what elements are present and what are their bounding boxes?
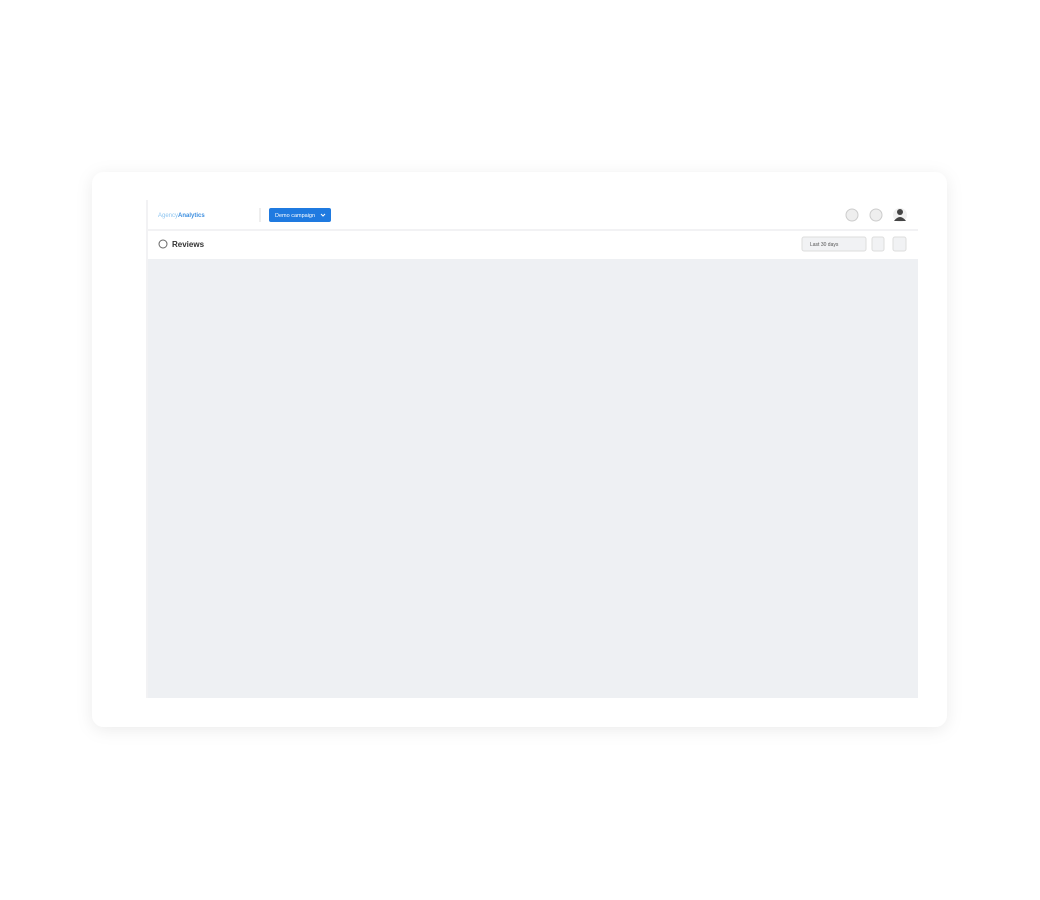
- date-range[interactable]: Last 30 days: [810, 242, 839, 248]
- content-bg: [148, 259, 918, 698]
- logo-light: Agency: [158, 213, 178, 219]
- notify-icon[interactable]: [869, 208, 883, 222]
- date-button[interactable]: [801, 236, 867, 252]
- campaign-label[interactable]: Demo campaign: [275, 213, 315, 219]
- avatar-head: [897, 209, 903, 215]
- logo: AgencyAnalytics: [158, 213, 205, 219]
- avatar-body: [894, 217, 906, 221]
- reviews-icon: [158, 239, 168, 249]
- share-button[interactable]: [871, 236, 885, 252]
- app: AgencyAnalytics Demo campaign Reviews La…: [118, 200, 918, 698]
- page-title: Reviews: [172, 240, 205, 249]
- logo-bold: Analytics: [178, 213, 205, 219]
- settings-button[interactable]: [892, 236, 907, 252]
- help-icon[interactable]: [845, 208, 859, 222]
- caret: [320, 213, 326, 217]
- campaign-button[interactable]: [269, 208, 331, 222]
